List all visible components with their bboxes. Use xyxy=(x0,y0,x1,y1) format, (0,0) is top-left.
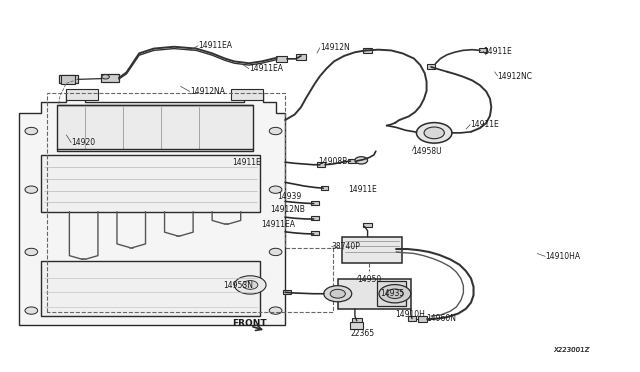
Text: 14911E: 14911E xyxy=(470,120,499,129)
Text: 14960N: 14960N xyxy=(427,314,456,323)
Circle shape xyxy=(379,285,411,303)
Bar xyxy=(427,64,435,69)
Circle shape xyxy=(269,307,282,314)
Circle shape xyxy=(424,127,444,139)
Bar xyxy=(66,89,98,100)
Text: 14939: 14939 xyxy=(277,192,301,201)
Text: 14953N: 14953N xyxy=(223,281,253,290)
Circle shape xyxy=(25,248,38,256)
Bar xyxy=(338,279,411,309)
Circle shape xyxy=(234,276,266,294)
Bar xyxy=(363,223,372,227)
Text: 14911E: 14911E xyxy=(232,158,261,167)
Bar xyxy=(276,55,287,62)
Text: 14908B: 14908B xyxy=(318,157,348,166)
Bar xyxy=(377,281,406,306)
Circle shape xyxy=(269,127,282,135)
Text: 14912NC: 14912NC xyxy=(498,71,532,81)
Bar xyxy=(321,186,328,190)
Text: 14935: 14935 xyxy=(380,289,404,298)
Bar xyxy=(59,76,77,83)
Circle shape xyxy=(387,289,403,298)
Circle shape xyxy=(330,289,346,298)
Text: 14911E: 14911E xyxy=(349,185,378,194)
Bar xyxy=(317,162,325,167)
Bar xyxy=(342,237,403,263)
Text: 14910H: 14910H xyxy=(395,311,425,320)
Circle shape xyxy=(417,123,452,143)
Text: 14911E: 14911E xyxy=(483,46,512,56)
Text: 14911EA: 14911EA xyxy=(198,41,232,50)
Text: 14912N: 14912N xyxy=(320,43,349,52)
Circle shape xyxy=(25,186,38,193)
Text: 14912NB: 14912NB xyxy=(271,205,305,214)
Circle shape xyxy=(102,75,109,79)
Text: X223001Z: X223001Z xyxy=(554,347,590,353)
Bar xyxy=(408,316,416,321)
Circle shape xyxy=(355,157,367,164)
Bar xyxy=(231,89,263,100)
Bar xyxy=(351,322,363,329)
Bar xyxy=(61,75,75,84)
Bar xyxy=(363,48,372,53)
Bar xyxy=(353,318,362,324)
Text: 22365: 22365 xyxy=(351,329,374,338)
Circle shape xyxy=(25,307,38,314)
Circle shape xyxy=(269,186,282,193)
Bar xyxy=(311,231,319,235)
Text: 14911EA: 14911EA xyxy=(262,220,296,229)
Text: 14911EA: 14911EA xyxy=(249,64,283,73)
Circle shape xyxy=(25,127,38,135)
Text: 38740P: 38740P xyxy=(332,242,360,251)
Text: 14910HA: 14910HA xyxy=(545,252,580,261)
Text: 14912NA: 14912NA xyxy=(190,87,225,96)
Text: 14950: 14950 xyxy=(356,275,381,284)
Bar xyxy=(41,155,260,212)
Bar xyxy=(57,105,253,151)
Text: 14958U: 14958U xyxy=(412,147,442,156)
Bar xyxy=(479,48,488,52)
Text: X223001Z: X223001Z xyxy=(554,347,590,353)
Bar xyxy=(311,201,319,205)
Circle shape xyxy=(243,280,258,289)
Bar xyxy=(419,317,428,321)
Text: FRONT: FRONT xyxy=(232,319,267,328)
Polygon shape xyxy=(19,93,285,325)
Text: 14920: 14920 xyxy=(71,138,95,147)
Bar xyxy=(101,74,119,81)
Circle shape xyxy=(324,286,352,302)
Bar xyxy=(311,216,319,221)
Bar xyxy=(283,290,291,295)
Bar xyxy=(296,54,306,60)
Bar xyxy=(348,158,356,163)
Circle shape xyxy=(269,248,282,256)
Bar xyxy=(41,261,260,316)
